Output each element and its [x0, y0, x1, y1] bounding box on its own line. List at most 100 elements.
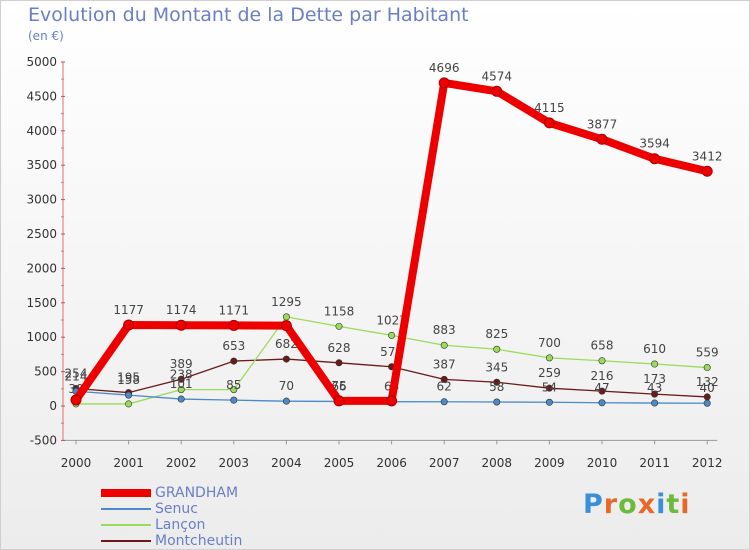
y-tick-label: 3000 — [26, 193, 57, 207]
y-tick-label: 4000 — [26, 124, 57, 138]
y-tick-label: 0 — [49, 399, 57, 413]
data-label: 700 — [538, 336, 561, 350]
data-point — [125, 391, 133, 399]
data-point — [70, 394, 82, 406]
y-tick-label: 2500 — [26, 227, 57, 241]
data-label: 58 — [489, 380, 504, 394]
data-label: 75 — [331, 379, 346, 393]
data-label: 387 — [433, 357, 456, 371]
data-point — [493, 398, 501, 406]
data-label: 43 — [647, 381, 662, 395]
data-point — [701, 165, 713, 177]
data-label: 254 — [65, 367, 88, 381]
data-label: 389 — [170, 357, 193, 371]
x-tick-label: 2009 — [534, 456, 565, 470]
data-point — [388, 331, 396, 339]
data-point — [493, 345, 501, 353]
data-label: 40 — [700, 381, 715, 395]
data-label: 1295 — [271, 295, 302, 309]
data-label: 4115 — [534, 101, 565, 115]
legend: GRANDHAM Senuc Lançon Montcheutin — [101, 485, 242, 549]
data-point — [177, 395, 185, 403]
logo-letter: i — [656, 489, 667, 520]
legend-swatch-grandham — [101, 489, 151, 497]
data-point — [598, 357, 606, 365]
data-point — [335, 322, 343, 330]
data-point — [177, 386, 185, 394]
data-point — [282, 397, 290, 405]
data-label: 4574 — [482, 69, 513, 83]
logo-letter: i — [680, 489, 691, 520]
data-point — [438, 77, 450, 89]
data-label: 825 — [485, 327, 508, 341]
logo-letter: r — [603, 489, 619, 520]
y-tick-label: 1500 — [26, 296, 57, 310]
data-label: 216 — [591, 369, 614, 383]
legend-swatch-lancon — [101, 524, 151, 526]
data-point — [703, 364, 711, 372]
data-label: 47 — [594, 381, 609, 395]
data-label: 559 — [696, 346, 719, 360]
legend-item-grandham: GRANDHAM — [101, 485, 242, 501]
data-label: 158 — [117, 373, 140, 387]
data-label: 259 — [538, 366, 561, 380]
data-label: 85 — [226, 378, 241, 392]
data-point — [545, 398, 553, 406]
x-tick-label: 2010 — [587, 456, 618, 470]
legend-label: Lançon — [155, 517, 206, 533]
data-point — [703, 399, 711, 407]
data-label: 4696 — [429, 61, 460, 75]
x-tick-label: 2002 — [166, 456, 197, 470]
data-label: 1171 — [219, 303, 250, 317]
legend-swatch-montcheutin — [101, 540, 151, 542]
data-label: 195 — [117, 371, 140, 385]
x-tick-label: 2008 — [482, 456, 513, 470]
data-point — [596, 133, 608, 145]
logo-letter: o — [618, 489, 638, 520]
data-point — [651, 390, 659, 398]
data-point — [543, 117, 555, 129]
logo-letter: t — [666, 489, 681, 520]
data-label: 1174 — [166, 303, 197, 317]
data-point — [230, 396, 238, 404]
data-point — [493, 378, 501, 386]
data-point — [651, 360, 659, 368]
data-point — [386, 395, 398, 407]
data-point — [491, 85, 503, 97]
legend-item-senuc: Senuc — [101, 501, 242, 517]
data-label: 3877 — [587, 117, 618, 131]
data-label: 3412 — [692, 149, 723, 163]
data-point — [651, 399, 659, 407]
y-tick-label: 1000 — [26, 330, 57, 344]
data-point — [228, 319, 240, 331]
data-point — [230, 357, 238, 365]
y-tick-label: 4500 — [26, 89, 57, 103]
y-tick-label: -500 — [30, 433, 57, 447]
data-label: 653 — [222, 339, 245, 353]
legend-swatch-senuc — [101, 508, 151, 510]
x-tick-label: 2006 — [376, 456, 407, 470]
data-point — [598, 399, 606, 407]
logo-letter: x — [637, 489, 657, 520]
data-label: 101 — [170, 377, 193, 391]
data-label: 345 — [485, 360, 508, 374]
proxiti-logo: Proxiti — [583, 489, 691, 520]
chart-title: Evolution du Montant de la Dette par Hab… — [28, 4, 469, 26]
y-tick-label: 2000 — [26, 261, 57, 275]
data-label: 1027 — [376, 313, 407, 327]
data-label: 3594 — [639, 137, 670, 151]
data-label: 214 — [65, 369, 88, 383]
legend-item-montcheutin: Montcheutin — [101, 533, 242, 549]
data-label: 883 — [433, 323, 456, 337]
data-point — [230, 386, 238, 394]
data-label: 238 — [170, 368, 193, 382]
logo-letter: P — [583, 489, 604, 520]
legend-item-lancon: Lançon — [101, 517, 242, 533]
data-label: 132 — [696, 375, 719, 389]
x-tick-label: 2012 — [692, 456, 723, 470]
legend-label: Senuc — [155, 501, 198, 517]
legend-label: Montcheutin — [155, 533, 243, 549]
data-label: 628 — [328, 341, 351, 355]
data-point — [440, 398, 448, 406]
